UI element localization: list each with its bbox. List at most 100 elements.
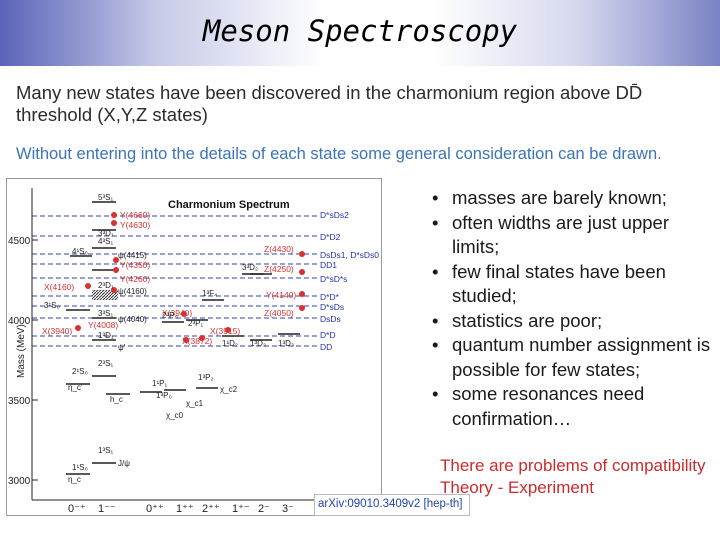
intro-text: Many new states have been discovered in … <box>16 82 706 126</box>
state-label: 1³D₂ <box>250 339 266 348</box>
bullet-item: • often widths are just upper limits; <box>430 211 715 260</box>
bullet-text: statistics are poor; <box>452 309 603 331</box>
exotic-label: Y(4260) <box>120 274 150 284</box>
bullet-dot: • <box>432 334 439 355</box>
exotic-label: X(3940) <box>162 308 192 318</box>
charmonium-figure: 4500 4000 3500 3000 Mass (MeV) 0⁻⁺ 1⁻⁻ 0… <box>6 178 382 516</box>
intro-line-2: threshold (X,Y,Z states) <box>16 104 208 125</box>
state-label: 1³F₄ <box>202 289 217 298</box>
xtick-label: 2⁺⁺ <box>202 503 220 515</box>
state-label: 4¹S₀ <box>72 247 88 256</box>
state-label: ψ(4160) <box>118 287 147 296</box>
state-label: 1³S₁ <box>98 446 113 455</box>
threshold-label: D*sDs <box>320 302 344 312</box>
state-label: 1¹P₁ <box>152 379 167 388</box>
bullet-text: some resonances need confirmation… <box>452 383 645 429</box>
state-label: χ_c1 <box>186 399 204 408</box>
exotic-label: X(4160) <box>44 282 74 292</box>
charmonium-spectrum-chart: 4500 4000 3500 3000 Mass (MeV) 0⁻⁺ 1⁻⁻ 0… <box>6 178 382 516</box>
bullet-text: quantum number assignment is possible fo… <box>452 334 711 380</box>
xtick-label: 1⁺⁺ <box>176 503 194 515</box>
exotic-label: Y(4630) <box>120 220 150 230</box>
citation-box <box>314 494 470 516</box>
state-label: η_c <box>68 475 81 484</box>
state-label: 2³P₁ <box>188 319 203 328</box>
exotic-label: Y(4660) <box>120 210 150 220</box>
exotic-label: Z(4430) <box>264 244 294 254</box>
state-label: 2¹S₀ <box>72 367 88 376</box>
bullet-dot: • <box>432 211 439 233</box>
threshold-label: DD1 <box>320 260 337 270</box>
ytick-label: 3500 <box>8 396 31 407</box>
state-label: η_c' <box>68 383 83 392</box>
state-label: 1³D₁ <box>98 331 114 340</box>
exotic-label: X(3915) <box>210 326 240 336</box>
state-label: 4³S₁ <box>98 237 113 246</box>
bullet-dot: • <box>432 309 439 331</box>
bullet-item: • few final states have been studied; <box>430 260 715 309</box>
bullet-text: often widths are just upper limits; <box>452 211 669 258</box>
subtitle-text: Without entering into the details of eac… <box>16 145 662 163</box>
threshold-label: DsDs <box>320 314 341 324</box>
title-band <box>0 0 720 66</box>
exotic-label: X(3940) <box>42 326 72 336</box>
exotic-label: Z(4250) <box>264 264 294 274</box>
bullet-dot: • <box>432 187 439 208</box>
bullet-item: • some resonances need confirmation… <box>430 382 715 431</box>
ytick-label: 3000 <box>8 476 31 487</box>
state-label: 3³D₁ <box>98 229 114 238</box>
state-label: 1¹S₀ <box>72 463 88 472</box>
exotic-label: Z(4050) <box>264 308 294 318</box>
y-axis-label: Mass (MeV) <box>16 324 27 378</box>
exotic-label: Y(4008) <box>88 320 118 330</box>
conclusion-line-2: Theory - Experiment <box>440 478 594 497</box>
xtick-label: 3⁻ <box>282 503 294 515</box>
threshold-label: D*sDs2 <box>320 210 349 220</box>
exotic-label: Y(4140) <box>266 290 296 300</box>
threshold-label: DD <box>320 342 332 352</box>
threshold-label: D*D <box>320 330 336 340</box>
state-label: ψ(4040) <box>118 315 147 324</box>
bullet-dot: • <box>432 383 439 404</box>
state-label: 1¹D₂ <box>222 339 238 348</box>
xtick-label: 1⁻⁻ <box>98 503 116 515</box>
xtick-label: 1⁺⁻ <box>232 503 250 515</box>
state-label: 1³D₃ <box>278 339 294 348</box>
state-label: 3¹S₀ <box>44 301 60 310</box>
state-label: 5³S₁ <box>98 193 113 202</box>
slide-title: Meson Spectroscopy <box>202 14 518 48</box>
threshold-label: D*D* <box>320 292 340 302</box>
state-label: 2³S₁ <box>98 359 113 368</box>
threshold-label: D*D2 <box>320 232 341 242</box>
intro-line-1: Many new states have been discovered in … <box>16 82 643 103</box>
bullet-item: • statistics are poor; <box>430 309 715 334</box>
figure-title: Charmonium Spectrum <box>168 199 290 211</box>
state-label: 2³P₀ <box>162 311 178 320</box>
exotic-label: X(3872) <box>182 336 212 346</box>
citation-text: arXiv:09010.3409v2 [hep-th] <box>318 498 463 510</box>
state-label: χ_c2 <box>220 385 238 394</box>
threshold-label: DsDs1, D*sDs0 <box>320 250 379 260</box>
xtick-label: 0⁺⁺ <box>146 503 164 515</box>
bullet-dot: • <box>432 260 439 282</box>
xtick-label: 2⁻ <box>258 503 270 515</box>
state-label: h_c <box>110 395 123 404</box>
state-label: 3³S₁ <box>98 309 113 318</box>
ytick-label: 4500 <box>8 236 31 247</box>
bullet-item: • quantum number assignment is possible f… <box>430 333 715 382</box>
state-label: 1³P₀ <box>156 391 172 400</box>
bullet-text: few final states have been studied; <box>452 260 666 307</box>
state-label: 2³D₁ <box>98 281 114 290</box>
state-label: 1³P₂ <box>198 373 214 382</box>
conclusion-line-1: There are problems of compatibility <box>440 456 706 475</box>
state-label: J/ψ <box>118 459 130 468</box>
ytick-label: 4000 <box>8 316 31 327</box>
conclusion-text: There are problems of compatibility Theo… <box>440 455 720 499</box>
xtick-label: 0⁻⁺ <box>68 503 86 515</box>
threshold-label: D*sD*s <box>320 274 347 284</box>
state-label: 3³D₂ <box>242 263 258 272</box>
exotic-label: Y(4350) <box>120 260 150 270</box>
bullet-text: masses are barely known; <box>452 187 667 208</box>
state-label: ψ(4415) <box>118 251 147 260</box>
state-label: ψ' <box>118 343 126 352</box>
